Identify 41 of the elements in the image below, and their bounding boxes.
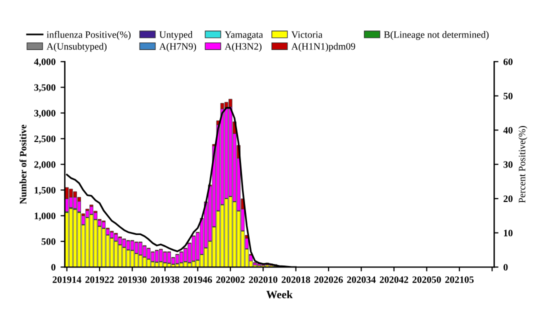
y-tick-label: 500	[42, 238, 56, 245]
y2-axis-title: Percent Positive(%)	[518, 126, 528, 203]
legend-label: B(Lineage not determined)	[384, 31, 489, 40]
legend-label: A(H7N9)	[159, 42, 196, 52]
legend-label: A(H3N2)	[224, 42, 262, 52]
legend-label: A(H1N1)pdm09	[291, 42, 356, 52]
legend-label: influenza Positive(%)	[46, 30, 131, 40]
x-tick-label: 202034	[347, 276, 376, 283]
y-tick-label: 1,500	[34, 186, 56, 195]
y2-tick-label: 50	[504, 92, 513, 100]
x-tick-label: 202105	[445, 276, 474, 283]
x-axis-title: Week	[266, 290, 293, 298]
x-tick-label: 202050	[412, 276, 441, 283]
x-tick-label: 201914	[52, 276, 82, 283]
legend-label: A(Unsubtyped)	[46, 42, 107, 52]
y-tick-label: 3,000	[34, 110, 56, 118]
x-tick-label: 202026	[314, 276, 343, 283]
x-tick-label: 202042	[380, 276, 408, 283]
x-tick-label: 201938	[150, 276, 180, 283]
y-tick-label: 2,000	[34, 161, 56, 170]
y2-tick-label: 30	[504, 161, 513, 168]
y2-tick-label: 40	[503, 127, 513, 134]
legend-label: Yamagata	[224, 31, 263, 40]
x-tick-label: 202002	[216, 276, 245, 283]
x-tick-label: 202018	[282, 276, 310, 283]
y2-tick-label: 20	[504, 196, 513, 202]
y-tick-label: 0	[51, 264, 56, 271]
x-tick-label: 202010	[248, 276, 278, 283]
y-axis-title: Number of Positive	[19, 124, 26, 204]
y-tick-label: 4,000	[34, 58, 56, 67]
legend-label: Untyped	[159, 31, 193, 40]
y2-tick-label: 60	[504, 58, 513, 66]
x-tick-label: 201922	[85, 276, 114, 283]
y2-tick-label: 10	[504, 230, 513, 236]
x-tick-label: 201946	[184, 276, 212, 283]
y-tick-label: 3,500	[34, 84, 56, 92]
x-tick-label: 201930	[118, 276, 146, 283]
y-tick-label: 1,000	[34, 212, 56, 221]
legend-label: Victoria	[291, 31, 322, 38]
y2-tick-label: 0	[504, 264, 508, 271]
y-tick-label: 2,500	[34, 136, 56, 144]
